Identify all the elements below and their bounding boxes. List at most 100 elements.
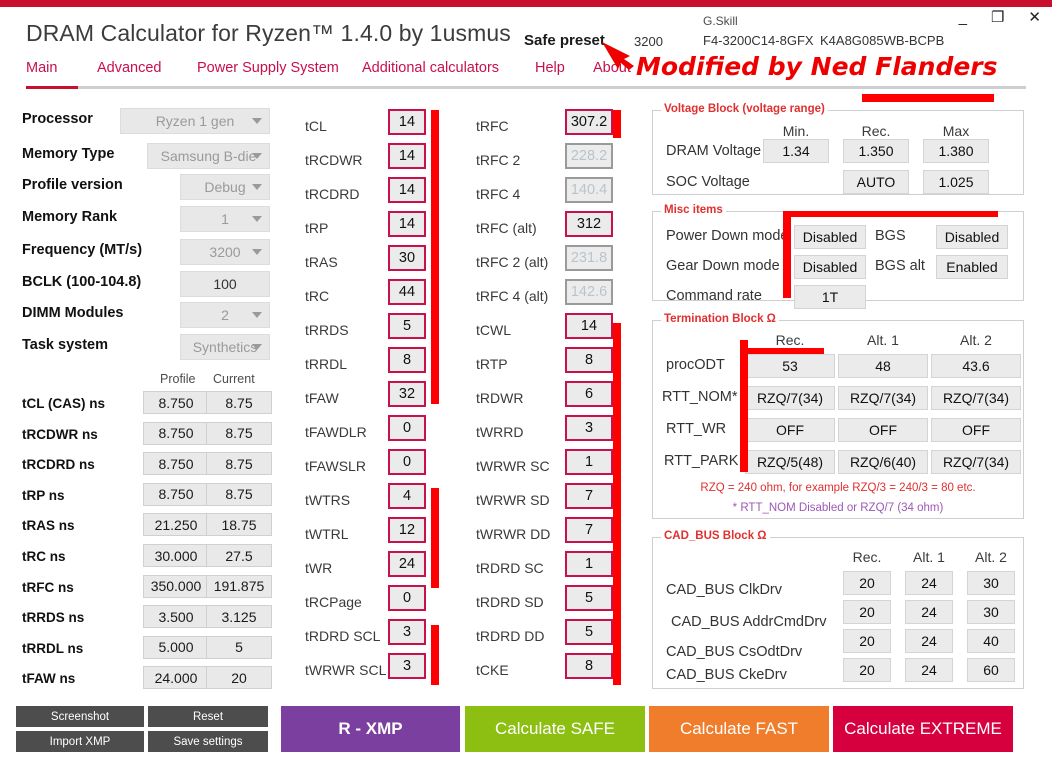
timing-input-trtp[interactable]: 8 <box>565 347 613 373</box>
config-select-task-system[interactable]: Synthetics <box>180 334 270 360</box>
calculate-safe-button[interactable]: Calculate SAFE <box>465 706 645 752</box>
rtt-nom-rec[interactable]: RZQ/7(34) <box>745 386 835 410</box>
timing-row: tCWL 14 <box>476 313 617 347</box>
config-select-dimm-modules[interactable]: 2 <box>180 302 270 328</box>
timing-input-twtrl[interactable]: 12 <box>388 517 426 543</box>
timing-input-trfc[interactable]: 307.2 <box>565 109 613 135</box>
config-select-processor[interactable]: Ryzen 1 gen <box>120 108 270 134</box>
cadbus-clkdrv-rec[interactable]: 20 <box>843 571 891 595</box>
cadbus-clkdrv-alt1[interactable]: 24 <box>905 571 953 595</box>
gear-down-mode-value[interactable]: Disabled <box>794 255 866 279</box>
import-xmp-button[interactable]: Import XMP <box>16 731 144 752</box>
maximize-icon[interactable]: ❐ <box>990 9 1005 26</box>
rtt-wr-alt1[interactable]: OFF <box>838 418 928 442</box>
timing-input-twrrd[interactable]: 3 <box>565 415 613 441</box>
command-rate-value[interactable]: 1T <box>794 285 866 309</box>
ns-current-value: 8.75 <box>206 482 272 506</box>
cadbus-csodtdrv-alt1[interactable]: 24 <box>905 629 953 653</box>
config-select-profile-version[interactable]: Debug <box>180 174 270 200</box>
timing-input-twr[interactable]: 24 <box>388 551 426 577</box>
timing-input-twtrs[interactable]: 4 <box>388 483 426 509</box>
power-down-mode-value[interactable]: Disabled <box>794 225 866 249</box>
calculate-fast-button[interactable]: Calculate FAST <box>649 706 829 752</box>
cadbus-addrcmddrv-rec[interactable]: 20 <box>843 600 891 624</box>
timing-input-trfc-alt[interactable]: 312 <box>565 211 613 237</box>
title-accent-bar <box>0 0 1052 7</box>
timing-input-trrds[interactable]: 5 <box>388 313 426 339</box>
cad-bus-block: CAD_BUS Block Ω Rec. Alt. 1 Alt. 2 CAD_B… <box>652 530 1024 689</box>
timing-input-trc[interactable]: 44 <box>388 279 426 305</box>
tab-about[interactable]: About <box>593 60 631 76</box>
rtt-wr-rec[interactable]: OFF <box>745 418 835 442</box>
config-select-memory-rank[interactable]: 1 <box>180 206 270 232</box>
calculate-extreme-button[interactable]: Calculate EXTREME <box>833 706 1013 752</box>
timing-row: tWR 24 <box>305 551 430 585</box>
tab-advanced[interactable]: Advanced <box>97 60 162 76</box>
rtt-nom-alt1[interactable]: RZQ/7(34) <box>838 386 928 410</box>
dram-voltage-max[interactable]: 1.380 <box>923 139 989 163</box>
timing-label: tRP <box>305 220 329 236</box>
timing-input-trrdl[interactable]: 8 <box>388 347 426 373</box>
soc-voltage-max[interactable]: 1.025 <box>923 170 989 194</box>
save-settings-button[interactable]: Save settings <box>148 731 268 752</box>
cadbus-clkdrv-alt2[interactable]: 30 <box>967 571 1015 595</box>
timing-input-tfaw[interactable]: 32 <box>388 381 426 407</box>
procodt-rec[interactable]: 53 <box>745 354 835 378</box>
timing-input-trdrd-sd[interactable]: 5 <box>565 585 613 611</box>
cadbus-csodtdrv-alt2[interactable]: 40 <box>967 629 1015 653</box>
close-icon[interactable]: ✕ <box>1028 9 1041 26</box>
timing-input-tfawdlr[interactable]: 0 <box>388 415 426 441</box>
bgs-alt-value[interactable]: Enabled <box>936 255 1008 279</box>
rtt-wr-alt2[interactable]: OFF <box>931 418 1021 442</box>
soc-voltage-rec[interactable]: AUTO <box>843 170 909 194</box>
config-row: Task system Synthetics <box>0 334 290 362</box>
timing-input-trp[interactable]: 14 <box>388 211 426 237</box>
rtt-park-rec[interactable]: RZQ/5(48) <box>745 450 835 474</box>
reset-button[interactable]: Reset <box>148 706 268 727</box>
config-select-frequency-mt-s[interactable]: 3200 <box>180 239 270 265</box>
timing-input-twrwr-scl[interactable]: 3 <box>388 653 426 679</box>
timing-input-tcwl[interactable]: 14 <box>565 313 613 339</box>
timing-input-tras[interactable]: 30 <box>388 245 426 271</box>
minimize-icon[interactable]: _ <box>958 9 967 26</box>
timing-input-trcdrd[interactable]: 14 <box>388 177 426 203</box>
config-select-bclk-100-104-8[interactable]: 100 <box>180 271 270 297</box>
timing-input-tfawslr[interactable]: 0 <box>388 449 426 475</box>
tab-help[interactable]: Help <box>535 60 565 76</box>
timing-input-trcdwr[interactable]: 14 <box>388 143 426 169</box>
timing-input-tcl[interactable]: 14 <box>388 109 426 135</box>
cadbus-ckedrv-alt1[interactable]: 24 <box>905 658 953 682</box>
procodt-alt1[interactable]: 48 <box>838 354 928 378</box>
timing-input-trdrd-dd[interactable]: 5 <box>565 619 613 645</box>
procodt-alt2[interactable]: 43.6 <box>931 354 1021 378</box>
screenshot-button[interactable]: Screenshot <box>16 706 144 727</box>
r-xmp-button[interactable]: R - XMP <box>281 706 460 752</box>
rtt-park-alt2[interactable]: RZQ/7(34) <box>931 450 1021 474</box>
bgs-value[interactable]: Disabled <box>936 225 1008 249</box>
cadbus-csodtdrv-rec[interactable]: 20 <box>843 629 891 653</box>
cadbus-addrcmddrv-alt1[interactable]: 24 <box>905 600 953 624</box>
cadbus-ckedrv-rec[interactable]: 20 <box>843 658 891 682</box>
timing-label: tRRDL <box>305 356 348 372</box>
config-select-memory-type[interactable]: Samsung B-die <box>147 143 270 169</box>
tab-power-supply-system[interactable]: Power Supply System <box>197 60 339 76</box>
timing-input-trcpage[interactable]: 0 <box>388 585 426 611</box>
timing-input-trdrd-sc[interactable]: 1 <box>565 551 613 577</box>
command-rate-label: Command rate <box>666 288 762 304</box>
dram-voltage-min[interactable]: 1.34 <box>763 139 829 163</box>
cadbus-ckedrv-alt2[interactable]: 60 <box>967 658 1015 682</box>
timing-input-trdwr[interactable]: 6 <box>565 381 613 407</box>
timing-input-twrwr-dd[interactable]: 7 <box>565 517 613 543</box>
timing-input-trdrd-scl[interactable]: 3 <box>388 619 426 645</box>
timing-input-twrwr-sc[interactable]: 1 <box>565 449 613 475</box>
timing-input-twrwr-sd[interactable]: 7 <box>565 483 613 509</box>
rtt-nom-alt2[interactable]: RZQ/7(34) <box>931 386 1021 410</box>
timing-input-tcke[interactable]: 8 <box>565 653 613 679</box>
rtt-park-alt1[interactable]: RZQ/6(40) <box>838 450 928 474</box>
ns-row-label: tRFC ns <box>22 579 74 595</box>
cadbus-addrcmddrv-alt2[interactable]: 30 <box>967 600 1015 624</box>
tab-additional-calculators[interactable]: Additional calculators <box>362 60 500 76</box>
tab-main[interactable]: Main <box>26 60 58 76</box>
termination-block-title: Termination Block Ω <box>661 313 779 325</box>
dram-voltage-rec[interactable]: 1.350 <box>843 139 909 163</box>
